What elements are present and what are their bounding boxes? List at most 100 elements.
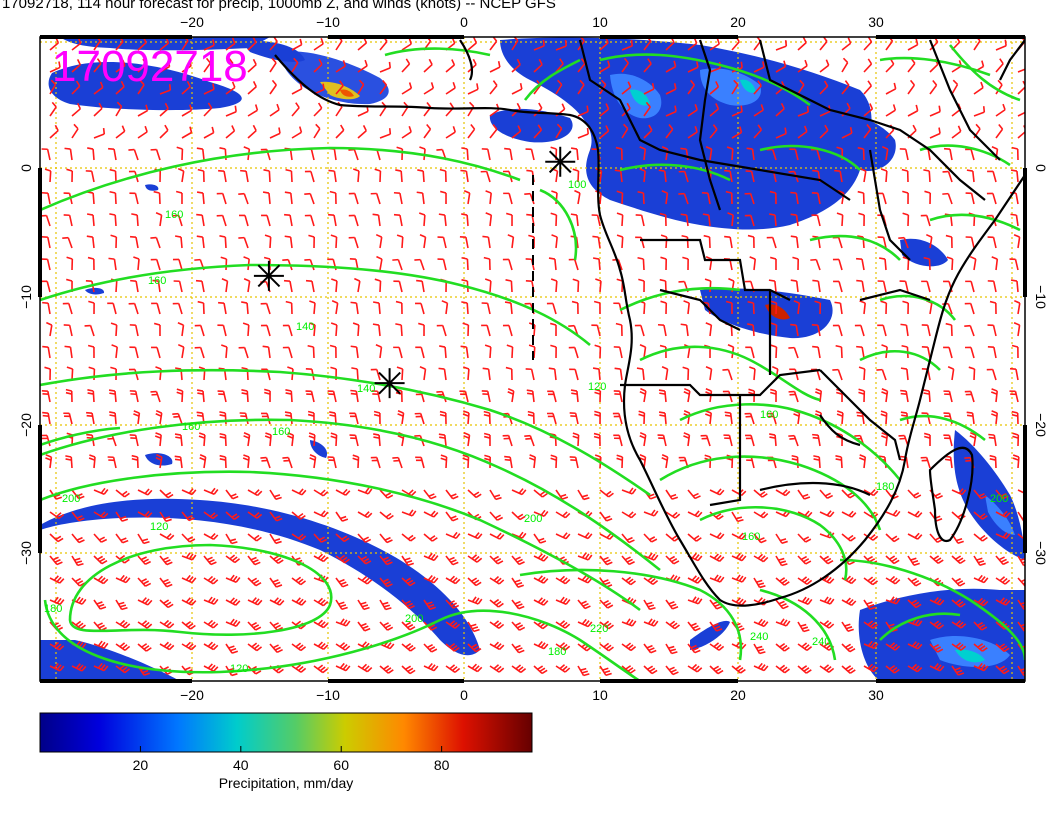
wind-barb [687,489,701,500]
wind-barb [973,621,988,631]
wind-barb [569,456,579,469]
wind-barb [731,552,747,562]
wind-barb [969,431,977,447]
wind-barb [393,280,403,293]
wind-barb [973,106,986,117]
wind-barb [137,533,150,545]
wind-barb [401,642,416,652]
wind-barb [423,82,435,95]
wind-barb [392,258,403,271]
wind-barb [612,412,623,425]
wind-barb [683,300,690,315]
wind-barb [219,454,227,469]
x-tick-bottom: 0 [460,687,468,703]
wind-barb [49,596,65,606]
wind-barb [396,366,404,381]
wind-barb [524,434,535,447]
wind-barb [41,148,51,161]
wind-barb [131,454,139,469]
wind-barb [973,574,989,584]
wind-barb [995,597,1011,606]
wind-barb [973,597,989,607]
wind-barb [951,555,966,565]
wind-barb [614,367,623,381]
wind-barb [71,511,85,522]
wind-barb [857,190,865,205]
wind-barb [352,322,360,337]
wind-barb [264,432,272,447]
wind-barb [71,533,85,544]
wind-barb [511,488,527,496]
wind-barb [705,388,713,403]
wind-barb [863,576,879,586]
wind-barb [658,389,667,403]
y-tick-right: −10 [1033,285,1049,309]
wind-barb [681,234,689,249]
wind-barb [769,190,777,205]
wind-barb [401,489,417,497]
wind-barb [921,324,931,337]
wind-barb [841,102,851,117]
wind-barb [555,620,571,629]
wind-barb [995,39,1007,51]
wind-barb [1017,489,1025,495]
wind-barb [709,124,718,139]
wind-barb [269,533,282,545]
wind-barb [665,599,679,610]
wind-barb [401,555,414,566]
wind-barb [489,532,505,540]
wind-barb [203,487,219,495]
wind-barb [592,257,601,271]
wind-barb [599,555,613,566]
wind-barb [568,258,579,271]
wind-barb [219,147,227,161]
wind-barb [744,192,755,205]
wind-barb [225,533,238,545]
wind-barb [313,553,329,563]
wind-barb [753,618,769,628]
wind-barb [419,366,427,381]
wind-barb [176,146,184,161]
wind-barb [489,80,498,95]
wind-barb [1011,344,1019,359]
wind-barb [225,58,234,73]
wind-barb [812,345,821,359]
wind-barb [947,365,955,381]
wind-barb [511,531,527,539]
contour-label: 200 [990,493,1008,505]
graticule [40,37,1025,681]
contour-label: 160 [165,209,183,221]
wind-barb [85,280,95,293]
wind-barb [483,432,491,447]
wind-barb [483,410,491,425]
x-tick-bottom: 20 [730,687,746,703]
wind-barb [921,346,931,359]
wind-barb [709,553,725,563]
wind-barb [881,388,889,403]
wind-barb [929,555,944,564]
wind-barb [87,147,95,161]
wind-barb [571,300,579,315]
x-tick-top: −10 [316,14,340,30]
wind-barb [643,533,658,543]
wind-barb [152,279,161,293]
wind-barb [856,345,865,359]
wind-barb [858,366,866,381]
wind-barb [335,599,348,611]
wind-barb [159,619,175,629]
wind-barb [511,577,524,588]
wind-barb [330,234,338,249]
wind-barb [393,346,403,359]
wind-barb [747,234,755,249]
wind-barb [704,410,713,425]
wind-barb [269,489,282,501]
wind-barb [225,105,237,117]
wind-barb [1017,621,1025,632]
wind-barb [439,168,447,183]
wind-barb [705,146,713,161]
wind-barb [529,454,537,469]
wind-barb [995,103,1006,117]
wind-barb [1017,68,1025,73]
wind-barb [115,533,129,544]
wind-barb [357,599,370,611]
